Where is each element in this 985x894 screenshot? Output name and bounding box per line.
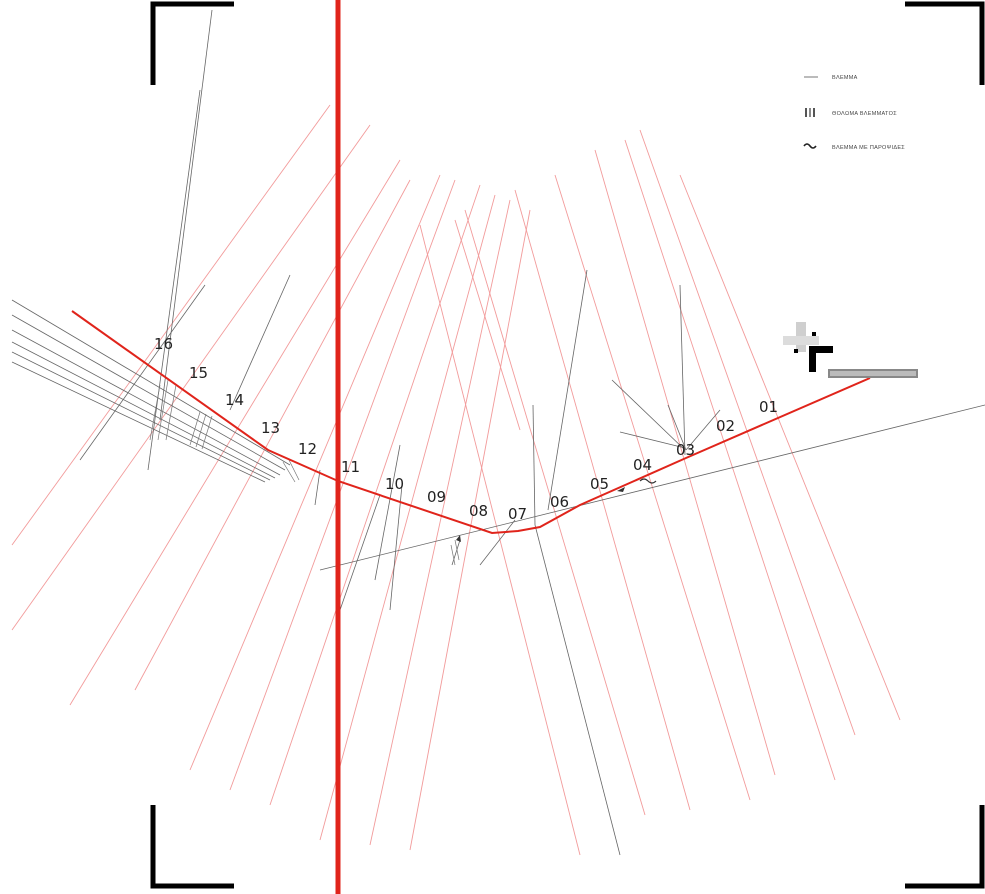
frame-corner-icon xyxy=(150,1,234,85)
station-label: 05 xyxy=(590,475,609,493)
station-label: 15 xyxy=(189,364,208,382)
station-label: 01 xyxy=(759,398,778,416)
arrow-marker-icon xyxy=(456,535,461,542)
station-label: 04 xyxy=(633,456,652,474)
station-label: 03 xyxy=(676,441,695,459)
station-label: 09 xyxy=(427,488,446,506)
north-arrow-icon xyxy=(783,322,833,372)
frame-corners xyxy=(150,1,985,889)
route-markers xyxy=(456,478,657,542)
station-label: 16 xyxy=(154,335,173,353)
route-line xyxy=(71,310,871,535)
station-label: 11 xyxy=(341,458,360,476)
frame-corner-icon xyxy=(905,1,985,85)
hatch-marks xyxy=(149,379,460,566)
legend-label: ΒΛΕΜΜΑ xyxy=(832,75,858,81)
wave-marker-icon xyxy=(639,478,657,484)
arrow-marker-icon xyxy=(617,487,625,492)
station-label: 06 xyxy=(550,493,569,511)
sightlines xyxy=(11,104,901,856)
station-labels: 01 02 03 04 05 06 07 08 09 10 11 12 13 1… xyxy=(154,335,778,523)
rectangle-swatch-icon xyxy=(805,108,815,117)
legend: ΒΛΕΜΜΑ ΘΟΛΩΜΑ ΒΛΕΜΜΑΤΟΣ ΒΛΕΜΜΑ ΜΕ ΠΑΡΟΨΙ… xyxy=(803,75,905,151)
frame-corner-icon xyxy=(905,805,985,889)
legend-label: ΒΛΕΜΜΑ ΜΕ ΠΑΡΟΨΙΔΕΣ xyxy=(832,145,905,151)
gaze-lines xyxy=(11,9,985,856)
station-label: 02 xyxy=(716,417,735,435)
station-label: 10 xyxy=(385,475,404,493)
station-label: 14 xyxy=(225,391,244,409)
wave-swatch-icon xyxy=(803,143,817,149)
scale-bar xyxy=(828,369,918,378)
station-label: 13 xyxy=(261,419,280,437)
frame-corner-icon xyxy=(150,805,234,889)
station-label: 08 xyxy=(469,502,488,520)
legend-label: ΘΟΛΩΜΑ ΒΛΕΜΜΑΤΟΣ xyxy=(832,111,897,117)
station-label: 07 xyxy=(508,505,527,523)
station-label: 12 xyxy=(298,440,317,458)
